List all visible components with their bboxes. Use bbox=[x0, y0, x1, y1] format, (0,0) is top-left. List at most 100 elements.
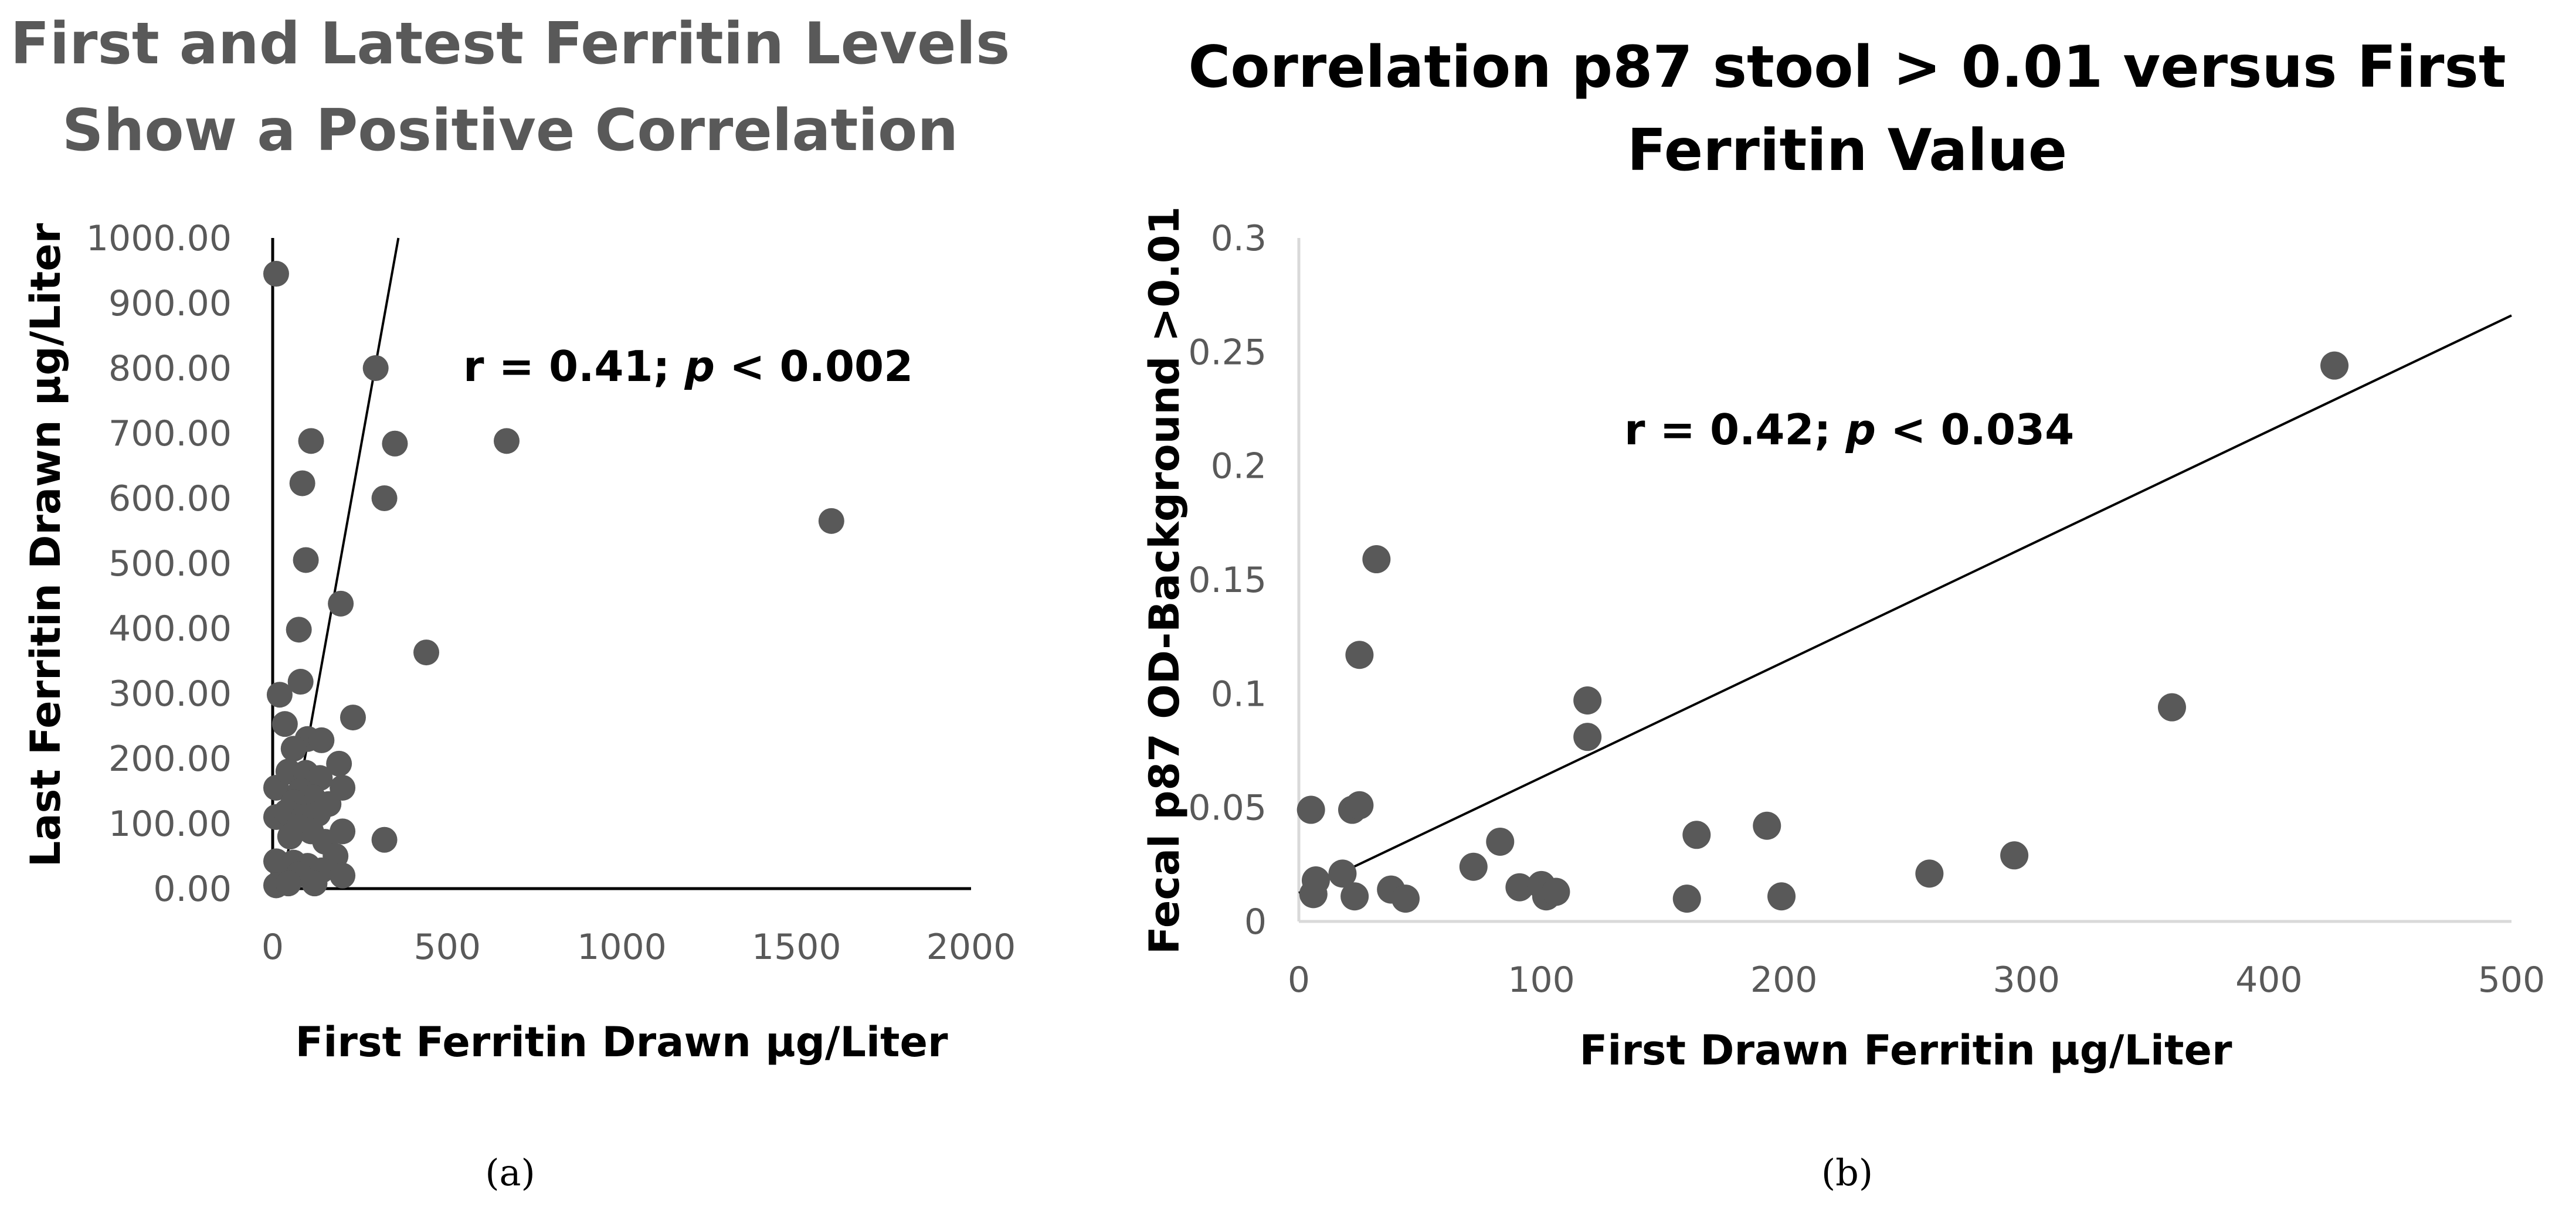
chart-a-y-tick-label: 0.00 bbox=[153, 869, 232, 910]
chart-b-data-point bbox=[1391, 885, 1420, 913]
chart-a-y-tick-label: 300.00 bbox=[108, 673, 232, 715]
chart-b-y-tick-label: 0.1 bbox=[1211, 673, 1267, 715]
chart-b-data-point bbox=[1682, 821, 1711, 849]
chart-b-y-axis-label: Fecal p87 OD-Background >0.01 bbox=[1141, 206, 1189, 954]
chart-b-data-point bbox=[1573, 723, 1602, 751]
chart-b-x-tick-label: 300 bbox=[1993, 960, 2061, 1001]
chart-a-x-tick-label: 2000 bbox=[926, 927, 1016, 968]
chart-a-y-tick-label: 800.00 bbox=[108, 348, 232, 389]
chart-b-correlation-annotation: r = 0.42; p < 0.034 bbox=[1624, 405, 2074, 454]
chart-b-trendline bbox=[1298, 314, 2512, 894]
chart-b-data-point bbox=[1486, 827, 1515, 856]
chart-b-y-tick-label: 0.25 bbox=[1188, 332, 1267, 373]
chart-a-data-point bbox=[362, 355, 389, 381]
chart-a-y-tick-label: 400.00 bbox=[108, 608, 232, 649]
chart-b-data-point bbox=[2157, 693, 2186, 722]
chart-a-data-point bbox=[289, 470, 315, 496]
chart-a-title-line-1: First and Latest Ferritin Levels bbox=[11, 11, 1010, 77]
chart-a-data-point bbox=[277, 824, 303, 850]
chart-b-annotation-suffix: < 0.034 bbox=[1876, 405, 2074, 454]
chart-a-y-tick-label: 100.00 bbox=[108, 804, 232, 845]
chart-b-y-tick-label: 0 bbox=[1244, 902, 1267, 943]
chart-b-title-line-2: Ferritin Value bbox=[1627, 117, 2067, 184]
chart-a-data-point bbox=[280, 736, 307, 762]
chart-b-x-tick-label: 200 bbox=[1750, 960, 1818, 1001]
chart-b-data-point bbox=[1340, 882, 1369, 911]
chart-a-title-line-2: Show a Positive Correlation bbox=[62, 97, 958, 164]
chart-a-data-point bbox=[263, 261, 289, 287]
chart-b-title-line-1: Correlation p87 stool > 0.01 versus Firs… bbox=[1188, 34, 2506, 101]
chart-b-data-point bbox=[1672, 885, 1701, 913]
chart-b-data-point bbox=[1573, 686, 1602, 715]
chart-b-panel-label: (b) bbox=[1821, 1151, 1873, 1194]
chart-b-points bbox=[1297, 351, 2349, 913]
chart-b-data-point bbox=[1753, 811, 1781, 840]
chart-a-data-point bbox=[328, 590, 354, 617]
chart-b-y-tick-label: 0.05 bbox=[1188, 788, 1267, 829]
chart-a-data-point bbox=[340, 705, 366, 731]
chart-a-y-tick-label: 700.00 bbox=[108, 413, 232, 454]
chart-b-y-tick-label: 0.15 bbox=[1188, 560, 1267, 601]
chart-b: Correlation p87 stool > 0.01 versus Firs… bbox=[1141, 34, 2545, 1194]
chart-b-data-point bbox=[1542, 877, 1570, 906]
chart-a: First and Latest Ferritin Levels Show a … bbox=[11, 11, 1016, 1194]
chart-a-x-axis-label: First Ferritin Drawn µg/Liter bbox=[296, 1018, 948, 1066]
chart-a-data-point bbox=[371, 826, 398, 853]
chart-b-data-point bbox=[2320, 351, 2349, 380]
chart-a-data-point bbox=[271, 711, 298, 737]
chart-a-x-tick-label: 1000 bbox=[577, 927, 667, 968]
chart-b-data-point bbox=[1459, 852, 1488, 881]
chart-a-y-tick-label: 200.00 bbox=[108, 739, 232, 780]
chart-a-data-point bbox=[293, 547, 319, 573]
chart-a-y-tick-label: 1000.00 bbox=[86, 218, 232, 259]
chart-a-points bbox=[263, 261, 844, 899]
chart-a-x-tick-label: 500 bbox=[413, 927, 481, 968]
chart-b-data-point bbox=[1767, 882, 1796, 911]
chart-b-data-point bbox=[1297, 795, 1325, 824]
chart-b-x-tick-label: 0 bbox=[1288, 960, 1310, 1001]
chart-b-annotation-prefix: r = 0.42; bbox=[1624, 405, 1845, 454]
chart-a-data-point bbox=[326, 750, 352, 777]
chart-b-x-tick-label: 500 bbox=[2478, 960, 2546, 1001]
chart-b-data-point bbox=[1505, 873, 1534, 902]
chart-a-annotation-prefix: r = 0.41; bbox=[463, 342, 684, 391]
chart-a-data-point bbox=[307, 765, 333, 791]
chart-a-data-point bbox=[382, 430, 408, 457]
chart-a-data-point bbox=[287, 669, 314, 695]
chart-b-data-point bbox=[1362, 545, 1391, 574]
chart-b-data-point bbox=[1915, 859, 1944, 888]
chart-a-annotation-suffix: < 0.002 bbox=[715, 342, 913, 391]
chart-b-y-tick-labels: 0 0.05 0.1 0.15 0.2 0.25 0.3 bbox=[1188, 218, 1267, 943]
chart-a-y-tick-labels: 0.00 100.00 200.00 300.00 400.00 500.00 600.00… bbox=[86, 218, 232, 910]
chart-a-annotation-p: p bbox=[684, 342, 715, 391]
chart-a-data-point bbox=[371, 485, 398, 511]
chart-b-x-axis-label: First Drawn Ferritin µg/Liter bbox=[1580, 1026, 2232, 1074]
chart-a-y-axis-label: Last Ferritin Drawn µg/Liter bbox=[22, 223, 70, 867]
chart-a-x-tick-labels: 0 500 1000 1500 2000 bbox=[262, 927, 1016, 968]
chart-a-panel-label: (a) bbox=[485, 1151, 535, 1194]
chart-b-x-tick-label: 400 bbox=[2235, 960, 2303, 1001]
chart-a-x-tick-label: 1500 bbox=[752, 927, 841, 968]
chart-b-y-tick-label: 0.2 bbox=[1211, 446, 1267, 487]
chart-a-data-point bbox=[301, 870, 328, 897]
chart-a-y-tick-label: 500.00 bbox=[108, 543, 232, 584]
chart-b-data-point bbox=[1328, 859, 1357, 888]
chart-b-data-point bbox=[1345, 641, 1374, 669]
chart-a-y-tick-label: 600.00 bbox=[108, 478, 232, 519]
chart-b-data-point bbox=[2000, 841, 2029, 870]
chart-b-data-point bbox=[1345, 791, 1374, 819]
chart-a-data-point bbox=[308, 727, 335, 753]
chart-a-data-point bbox=[266, 682, 293, 708]
chart-b-x-tick-labels: 0 100 200 300 400 500 bbox=[1288, 960, 2545, 1001]
chart-b-x-tick-label: 100 bbox=[1508, 960, 1575, 1001]
chart-a-data-point bbox=[286, 617, 312, 643]
chart-a-data-point bbox=[298, 428, 324, 454]
chart-a-data-point bbox=[493, 428, 520, 454]
chart-a-data-point bbox=[818, 508, 844, 534]
chart-b-data-point bbox=[1301, 866, 1330, 895]
chart-a-data-point bbox=[330, 862, 356, 889]
chart-a-correlation-annotation: r = 0.41; p < 0.002 bbox=[463, 342, 913, 391]
chart-a-data-point bbox=[413, 639, 440, 666]
chart-b-y-tick-label: 0.3 bbox=[1211, 218, 1267, 259]
